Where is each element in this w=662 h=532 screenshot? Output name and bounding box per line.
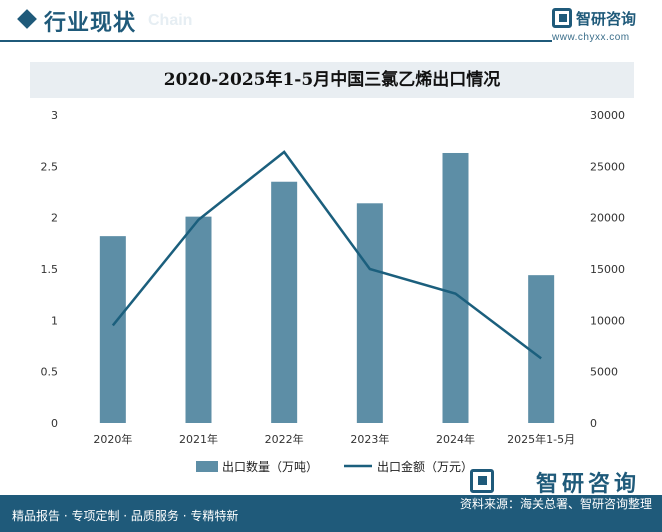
- brand-block: 智研咨询 www.chyxx.com: [552, 6, 652, 46]
- x-tick-label: 2025年1-5月: [507, 432, 575, 446]
- right-axis-ticks: 0 5000 10000 15000 20000 25000 30000: [590, 109, 625, 430]
- brand-logo-icon: [552, 8, 572, 28]
- bar-4: [442, 152, 469, 423]
- x-tick-label: 2022年: [265, 432, 304, 446]
- left-tick-label: 0: [51, 417, 58, 430]
- bar-series: [99, 152, 555, 423]
- line-path: [111, 150, 542, 360]
- footer-source: 资料来源：海关总署、智研咨询整理: [459, 497, 652, 511]
- legend-line-label: 出口金额（万元）: [377, 459, 473, 474]
- left-tick-label: 2: [51, 212, 58, 225]
- bar-3: [356, 203, 383, 423]
- bar-0: [99, 236, 126, 423]
- header-divider: [0, 40, 552, 42]
- chart-legend: 出口数量（万吨） 出口金额（万元）: [196, 459, 473, 474]
- legend-bar-label: 出口数量（万吨）: [222, 459, 318, 474]
- x-tick-label: 2020年: [93, 432, 132, 446]
- left-tick-label: 2.5: [41, 160, 59, 173]
- right-tick-label: 0: [590, 417, 597, 430]
- left-tick-label: 1.5: [41, 263, 59, 276]
- left-tick-label: 0.5: [41, 366, 59, 379]
- page-header: 行业现状 Chain 智研咨询 www.chyxx.com: [0, 0, 662, 44]
- brand-name: 智研咨询: [576, 10, 637, 28]
- right-tick-label: 10000: [590, 314, 625, 327]
- bar-1: [185, 216, 212, 423]
- chart-title: 2020-2025年1-5月中国三氯乙烯出口情况: [163, 70, 501, 90]
- header-ghost-text: Chain: [148, 12, 193, 29]
- left-axis-ticks: 0 0.5 1 1.5 2 2.5 3: [41, 109, 59, 430]
- line-series: [111, 150, 542, 360]
- footer-slogan: 精品报告 · 专项定制 · 品质服务 · 专精特新: [12, 509, 239, 523]
- right-tick-label: 5000: [590, 366, 618, 379]
- right-tick-label: 30000: [590, 109, 625, 122]
- chart-canvas: 0 0.5 1 1.5 2 2.5 3 0 5000 10000 15000 20000 25000 3…: [41, 109, 626, 474]
- legend-bar-swatch: [196, 461, 218, 472]
- section-title: 行业现状: [44, 11, 137, 36]
- x-tick-label: 2024年: [436, 432, 475, 446]
- footer-brand: 智研咨询: [535, 472, 640, 497]
- page-footer: 精品报告 · 专项定制 · 品质服务 · 专精特新 资料来源：海关总署、智研咨询…: [0, 495, 662, 532]
- left-tick-label: 3: [51, 109, 58, 122]
- bar-5: [528, 275, 555, 423]
- left-tick-label: 1: [51, 314, 58, 327]
- right-tick-label: 15000: [590, 263, 625, 276]
- chart-title-band: 2020-2025年1-5月中国三氯乙烯出口情况: [30, 62, 634, 98]
- footer-logo-icon: [470, 469, 494, 493]
- x-tick-label: 2021年: [179, 432, 218, 446]
- right-tick-label: 20000: [590, 212, 625, 225]
- bar-2: [271, 181, 298, 423]
- x-axis-ticks: 2020年 2021年 2022年 2023年 2024年 2025年1-5月: [93, 432, 575, 446]
- x-tick-label: 2023年: [350, 432, 389, 446]
- right-tick-label: 25000: [590, 160, 625, 173]
- brand-url: www.chyxx.com: [552, 32, 630, 43]
